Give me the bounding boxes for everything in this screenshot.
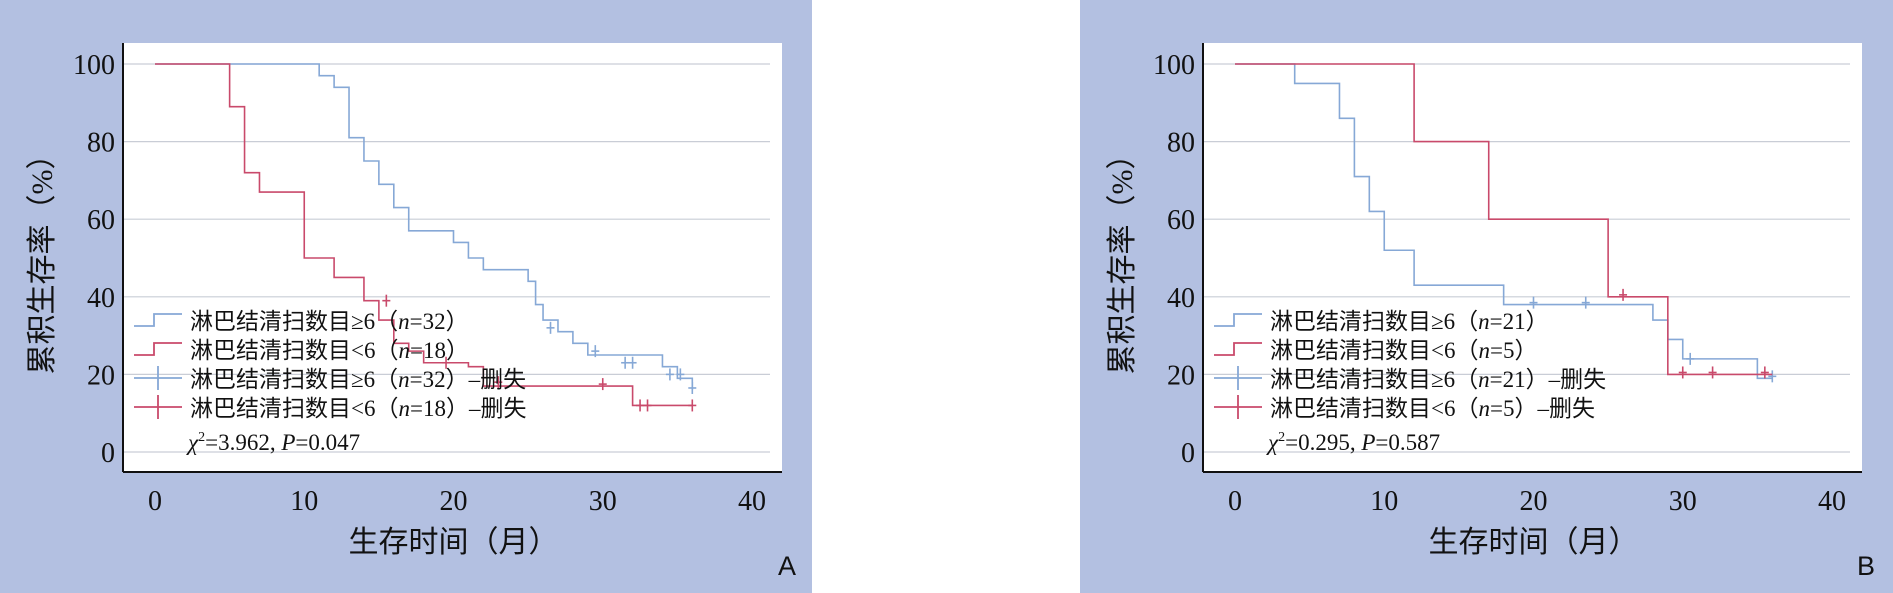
panel-a: 0 20 40 60 80 100 0 10 20 30 40 生存时间（月） 累积生存率（%） 淋巴结清… [0,0,812,593]
x-axis-title: 生存时间（月） [349,526,559,559]
x-tick-label: 0 [148,486,162,517]
stat-annotation: χ2=3.962, P=0.047 [186,430,360,455]
legend-label-count: =5） [1490,338,1537,363]
x-axis-title: 生存时间（月） [1429,526,1639,559]
p-symbol: P [1360,430,1375,455]
legend-label: 淋巴结清扫数目<6（n=5） [1270,338,1537,363]
km-chart-b: 0 20 40 60 80 100 0 10 20 30 40 生存时间（月） 累积生存率（%） 淋巴结清… [1106,43,1862,559]
legend-swatch-step [1214,342,1262,356]
y-tick-label: 80 [87,128,115,159]
legend-label-count: =18） [410,338,469,363]
legend-n-symbol: n [1478,309,1490,334]
x-tick-label: 10 [290,486,318,517]
legend-n-symbol: n [398,309,410,334]
legend-label-count: =32） [410,309,469,334]
legend-label-text: 淋巴结清扫数目≥6（ [190,309,398,334]
x-tick-label: 40 [738,486,766,517]
chi-superscript: 2 [1278,430,1285,445]
chi-symbol: χ [1266,430,1279,455]
chi-superscript: 2 [198,430,205,445]
x-tick-label: 10 [1370,486,1398,517]
legend-n-symbol: n [398,396,410,421]
legend-swatch-step [1214,313,1262,327]
y-tick-label: 0 [1181,438,1195,469]
legend-n-symbol: n [1478,396,1490,421]
y-tick-label: 100 [73,50,115,81]
legend-n-symbol: n [1478,338,1490,363]
y-axis-title: 累积生存率（%） [26,140,59,375]
panel-letter: B [1857,551,1876,581]
legend-label-text: 淋巴结清扫数目<6（ [1270,396,1478,421]
y-axis-title: 累积生存率（%） [1106,140,1139,375]
legend-n-symbol: n [398,367,410,392]
survival-curve-lt6 [155,63,693,407]
y-tick-label: 40 [87,283,115,314]
plot-area [1203,43,1862,472]
legend-label-count: =21） [1490,309,1549,334]
legend-label-count: =5）–删失 [1490,396,1595,421]
chi-value: =0.295, [1285,430,1361,455]
survival-curve-ge6 [1235,63,1773,380]
legend-swatch-step [134,342,182,356]
legend-label-text: 淋巴结清扫数目≥6（ [1270,309,1478,334]
stat-annotation: χ2=0.295, P=0.587 [1266,430,1440,455]
legend-label-text: 淋巴结清扫数目≥6（ [190,367,398,392]
legend-label-count: =18）–删失 [410,396,526,421]
plot-area [123,43,782,472]
survival-curve-lt6 [1235,63,1773,376]
x-tick-label: 20 [440,486,468,517]
legend-n-symbol: n [1478,367,1490,392]
legend-label-text: 淋巴结清扫数目<6（ [190,396,398,421]
legend-label-count: =21）–删失 [1490,367,1606,392]
x-tick-label: 40 [1818,486,1846,517]
y-tick-label: 40 [1167,283,1195,314]
x-tick-label: 30 [1669,486,1697,517]
y-tick-label: 20 [87,360,115,391]
y-tick-label: 100 [1153,50,1195,81]
panel-b: 0 20 40 60 80 100 0 10 20 30 40 生存时间（月） 累积生存率（%） 淋巴结清… [1080,0,1893,593]
survival-curve-ge6 [155,63,694,390]
y-tick-label: 0 [101,438,115,469]
legend-label: 淋巴结清扫数目<6（n=5）–删失 [1270,396,1595,421]
legend-label: 淋巴结清扫数目≥6（n=21）–删失 [1270,367,1606,392]
legend-label: 淋巴结清扫数目≥6（n=32）–删失 [190,367,526,392]
p-symbol: P [280,430,295,455]
x-tick-label: 0 [1228,486,1242,517]
legend-swatch-step [134,313,182,327]
p-value: =0.587 [1375,430,1440,455]
legend-label-text: 淋巴结清扫数目<6（ [190,338,398,363]
legend-label-text: 淋巴结清扫数目≥6（ [1270,367,1478,392]
x-tick-label: 20 [1520,486,1548,517]
km-chart-a: 0 20 40 60 80 100 0 10 20 30 40 生存时间（月） 累积生存率（%） 淋巴结清… [26,43,782,559]
legend-label: 淋巴结清扫数目<6（n=18） [190,338,469,363]
x-tick-label: 30 [589,486,617,517]
legend-n-symbol: n [398,338,410,363]
p-value: =0.047 [295,430,360,455]
y-tick-label: 60 [1167,205,1195,236]
y-tick-label: 20 [1167,360,1195,391]
chi-symbol: χ [186,430,199,455]
legend-label-count: =32）–删失 [410,367,526,392]
y-tick-label: 60 [87,205,115,236]
legend-label-text: 淋巴结清扫数目<6（ [1270,338,1478,363]
panel-letter: A [778,551,797,581]
y-tick-label: 80 [1167,128,1195,159]
chi-value: =3.962, [205,430,281,455]
legend-label: 淋巴结清扫数目<6（n=18）–删失 [190,396,526,421]
legend-label: 淋巴结清扫数目≥6（n=21） [1270,309,1549,334]
legend-label: 淋巴结清扫数目≥6（n=32） [190,309,469,334]
